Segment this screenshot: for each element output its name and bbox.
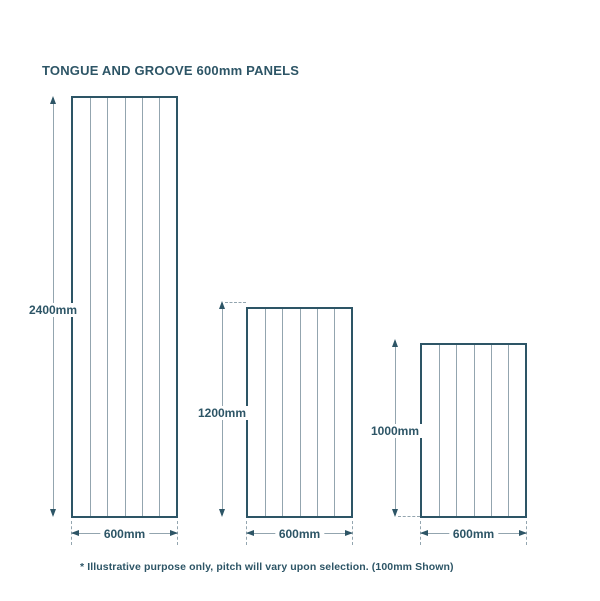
arrowhead-down xyxy=(392,509,398,517)
footnote-text: * Illustrative purpose only, pitch will … xyxy=(80,561,454,573)
panel-outline xyxy=(246,307,353,518)
groove-line xyxy=(141,98,143,516)
width-dimension-label: 600mm xyxy=(274,527,325,541)
arrowhead-left xyxy=(420,530,428,536)
arrowhead-left xyxy=(71,530,79,536)
height-dimension-label: 2400mm xyxy=(24,303,82,317)
arrowhead-down xyxy=(50,509,56,517)
groove-line xyxy=(265,309,267,516)
arrowhead-left xyxy=(246,530,254,536)
groove-line xyxy=(90,98,92,516)
width-dimension-label: 600mm xyxy=(99,527,150,541)
height-dimension-label: 1200mm xyxy=(193,406,251,420)
groove-line xyxy=(282,309,284,516)
panel-outline xyxy=(420,343,527,518)
arrowhead-up xyxy=(50,96,56,104)
dashed-extension-line xyxy=(225,302,246,303)
arrowhead-up xyxy=(219,301,225,309)
groove-line xyxy=(316,309,318,516)
groove-line xyxy=(107,98,109,516)
groove-line xyxy=(333,309,335,516)
dashed-extension-line xyxy=(398,516,420,517)
arrowhead-right xyxy=(170,530,178,536)
groove-line xyxy=(507,345,509,516)
width-dimension-label: 600mm xyxy=(448,527,499,541)
groove-line xyxy=(299,309,301,516)
height-dimension-label: 1000mm xyxy=(366,424,424,438)
arrowhead-up xyxy=(392,339,398,347)
arrowhead-down xyxy=(219,509,225,517)
panel-outline xyxy=(71,96,178,518)
groove-line xyxy=(456,345,458,516)
arrowhead-right xyxy=(519,530,527,536)
groove-line xyxy=(158,98,160,516)
groove-line xyxy=(124,98,126,516)
arrowhead-right xyxy=(345,530,353,536)
diagram-title: TONGUE AND GROOVE 600mm PANELS xyxy=(42,63,300,78)
groove-line xyxy=(439,345,441,516)
groove-line xyxy=(473,345,475,516)
groove-line xyxy=(490,345,492,516)
